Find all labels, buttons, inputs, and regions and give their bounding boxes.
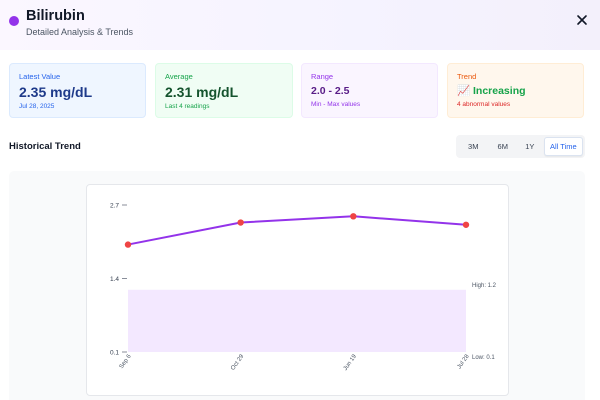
card-note: Min - Max values xyxy=(311,101,361,108)
normal-range-band xyxy=(128,289,466,352)
data-point[interactable] xyxy=(462,221,470,228)
range-card: Range 2.0 - 2.5 Min - Max values xyxy=(301,63,438,118)
y-tick-label: 1.4 xyxy=(110,276,119,283)
range-button-3m[interactable]: 3M xyxy=(468,142,479,151)
trend-card: Trend 📈 Increasing 4 abnormal values xyxy=(447,63,584,118)
latest-value-card: Latest Value 2.35 mg/dL Jul 28, 2025 xyxy=(9,63,146,118)
modal-header: Bilirubin Detailed Analysis & Trends xyxy=(0,0,600,50)
card-value: 📈 Increasing xyxy=(457,84,574,98)
card-note: Last 4 readings xyxy=(165,103,210,110)
data-point[interactable] xyxy=(350,213,357,220)
page-subtitle: Detailed Analysis & Trends xyxy=(26,27,134,37)
card-label: Trend xyxy=(457,72,477,81)
x-tick-label: Oct 29 xyxy=(230,353,245,371)
average-card: Average 2.31 mg/dL Last 4 readings xyxy=(155,63,293,118)
page-title: Bilirubin xyxy=(26,8,85,24)
section-title: Historical Trend xyxy=(9,141,81,152)
card-note: Jul 28, 2025 xyxy=(19,103,55,110)
time-range-selector: 3M 6M 1Y All Time xyxy=(456,135,585,158)
card-label: Latest Value xyxy=(19,72,61,81)
range-button-6m[interactable]: 6M xyxy=(497,142,508,151)
y-tick-label: 2.7 xyxy=(110,203,119,210)
x-tick-label: Jun 19 xyxy=(343,353,359,372)
card-label: Average xyxy=(165,72,193,81)
card-value: 2.31 mg/dL xyxy=(165,84,239,100)
trend-text: Increasing xyxy=(473,85,526,97)
y-tick-label: 0.1 xyxy=(110,350,119,357)
series-line xyxy=(127,215,467,246)
card-label: Range xyxy=(311,72,334,81)
range-button-all-time[interactable]: All Time xyxy=(543,137,583,156)
data-point[interactable] xyxy=(237,219,244,226)
x-tick-label: Jul 28 xyxy=(457,353,471,370)
card-value: 2.35 mg/dL xyxy=(19,84,93,100)
status-dot xyxy=(9,16,19,26)
card-value: 2.0 - 2.5 xyxy=(311,85,350,97)
close-icon[interactable] xyxy=(574,12,590,28)
normal-low-label: Low: 0.1 xyxy=(472,355,495,361)
data-point[interactable] xyxy=(124,241,132,248)
chart-increasing-icon: 📈 xyxy=(457,85,471,97)
range-button-1y[interactable]: 1Y xyxy=(525,142,535,151)
x-tick-label: Sep 6 xyxy=(119,353,133,370)
normal-high-label: High: 1.2 xyxy=(472,283,497,289)
card-note: 4 abnormal values xyxy=(457,101,511,108)
